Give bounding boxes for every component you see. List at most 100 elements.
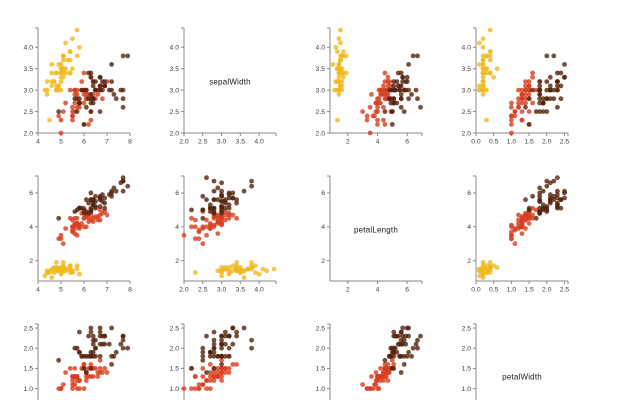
- data-point-virginica: [120, 175, 126, 181]
- data-point-virginica: [526, 96, 532, 102]
- data-point-virginica: [219, 337, 225, 343]
- data-point-virginica: [544, 96, 550, 102]
- data-point-setosa: [336, 62, 342, 67]
- data-point-setosa: [70, 66, 75, 72]
- data-point-virginica: [102, 341, 108, 347]
- data-point-setosa: [58, 74, 64, 80]
- data-point-setosa: [252, 263, 258, 269]
- data-point-versicolor: [367, 104, 373, 110]
- data-point-versicolor: [530, 100, 535, 106]
- data-point-versicolor: [70, 109, 75, 114]
- data-point-versicolor: [70, 117, 75, 123]
- data-point-virginica: [88, 366, 94, 371]
- cell-petalLength-vs-sepalWidth: 2 4 6 2.0 2.5 3.0 3.5 4.0: [175, 175, 277, 294]
- data-point-versicolor: [215, 231, 221, 237]
- data-point-setosa: [54, 70, 59, 76]
- data-point-setosa: [338, 83, 343, 89]
- data-point-setosa: [237, 270, 243, 275]
- data-point-virginica: [533, 109, 539, 114]
- data-point-virginica: [526, 122, 532, 127]
- data-point-virginica: [102, 83, 108, 89]
- data-point-versicolor: [530, 70, 535, 76]
- data-point-virginica: [109, 190, 114, 196]
- data-point-versicolor: [219, 370, 225, 375]
- data-point-virginica: [409, 353, 414, 359]
- y-tick-label: 2: [29, 258, 33, 265]
- data-point-setosa: [42, 273, 48, 279]
- data-point-virginica: [90, 83, 96, 89]
- data-point-setosa: [336, 92, 342, 97]
- data-point-virginica: [189, 366, 194, 371]
- data-point-virginica: [219, 362, 225, 367]
- data-point-virginica: [93, 204, 98, 209]
- data-point-versicolor: [67, 366, 73, 371]
- data-point-versicolor: [70, 104, 75, 110]
- data-point-versicolor: [219, 357, 225, 363]
- data-point-versicolor: [219, 366, 225, 371]
- data-point-setosa: [226, 268, 232, 274]
- data-point-setosa: [264, 268, 269, 274]
- x-tick-label: 1.5: [524, 287, 534, 294]
- data-point-virginica: [406, 96, 411, 102]
- data-point-virginica: [90, 353, 96, 359]
- data-point-virginica: [555, 188, 560, 194]
- data-point-setosa: [494, 66, 500, 72]
- y-tick-label: 4.0: [316, 45, 326, 52]
- data-point-versicolor: [189, 386, 194, 391]
- data-point-versicolor: [222, 370, 228, 375]
- data-point-versicolor: [526, 109, 532, 114]
- data-point-virginica: [219, 345, 225, 351]
- x-tick-label: 3.0: [217, 287, 227, 294]
- data-point-setosa: [341, 49, 346, 54]
- data-point-versicolor: [381, 104, 386, 110]
- data-point-setosa: [480, 36, 486, 42]
- data-point-virginica: [222, 353, 228, 359]
- data-point-versicolor: [375, 117, 380, 123]
- y-tick-label: 3.5: [170, 66, 180, 73]
- data-point-virginica: [93, 87, 98, 93]
- data-point-versicolor: [519, 109, 525, 114]
- data-point-virginica: [226, 345, 232, 351]
- x-tick-label: 2.5: [560, 139, 570, 146]
- data-point-virginica: [102, 205, 108, 211]
- data-point-setosa: [480, 92, 486, 97]
- data-point-virginica: [540, 109, 546, 114]
- data-point-virginica: [120, 337, 126, 343]
- data-point-setosa: [484, 53, 489, 59]
- data-point-virginica: [109, 325, 114, 331]
- x-tick-label: 0.5: [489, 139, 499, 146]
- data-point-versicolor: [58, 236, 64, 242]
- data-point-virginica: [398, 337, 404, 343]
- data-point-versicolor: [376, 386, 382, 391]
- data-point-versicolor: [509, 236, 514, 242]
- data-point-versicolor: [207, 386, 213, 391]
- data-point-virginica: [391, 329, 397, 335]
- data-point-virginica: [207, 205, 213, 211]
- data-point-setosa: [487, 260, 493, 265]
- data-point-setosa: [487, 270, 493, 275]
- data-point-virginica: [404, 353, 410, 359]
- data-point-setosa: [44, 92, 50, 97]
- y-tick-label: 1.0: [316, 386, 326, 393]
- x-tick-label: 3.5: [236, 287, 246, 294]
- data-point-versicolor: [226, 366, 232, 371]
- data-point-setosa: [339, 66, 345, 72]
- data-point-virginica: [415, 337, 420, 343]
- data-point-virginica: [523, 197, 528, 203]
- data-point-versicolor: [63, 370, 68, 375]
- data-point-virginica: [406, 62, 411, 67]
- data-point-setosa: [341, 74, 346, 80]
- data-point-versicolor: [381, 117, 386, 123]
- data-point-virginica: [109, 193, 114, 199]
- data-point-virginica: [219, 193, 225, 199]
- data-point-virginica: [88, 92, 94, 97]
- data-point-versicolor: [104, 212, 110, 218]
- data-point-versicolor: [373, 370, 379, 375]
- data-point-setosa: [63, 66, 68, 72]
- data-point-versicolor: [70, 113, 75, 119]
- data-point-versicolor: [200, 382, 206, 387]
- y-tick-label: 2: [175, 258, 179, 265]
- x-tick-label: 1.5: [524, 139, 534, 146]
- data-point-virginica: [56, 109, 62, 114]
- data-point-virginica: [219, 333, 225, 339]
